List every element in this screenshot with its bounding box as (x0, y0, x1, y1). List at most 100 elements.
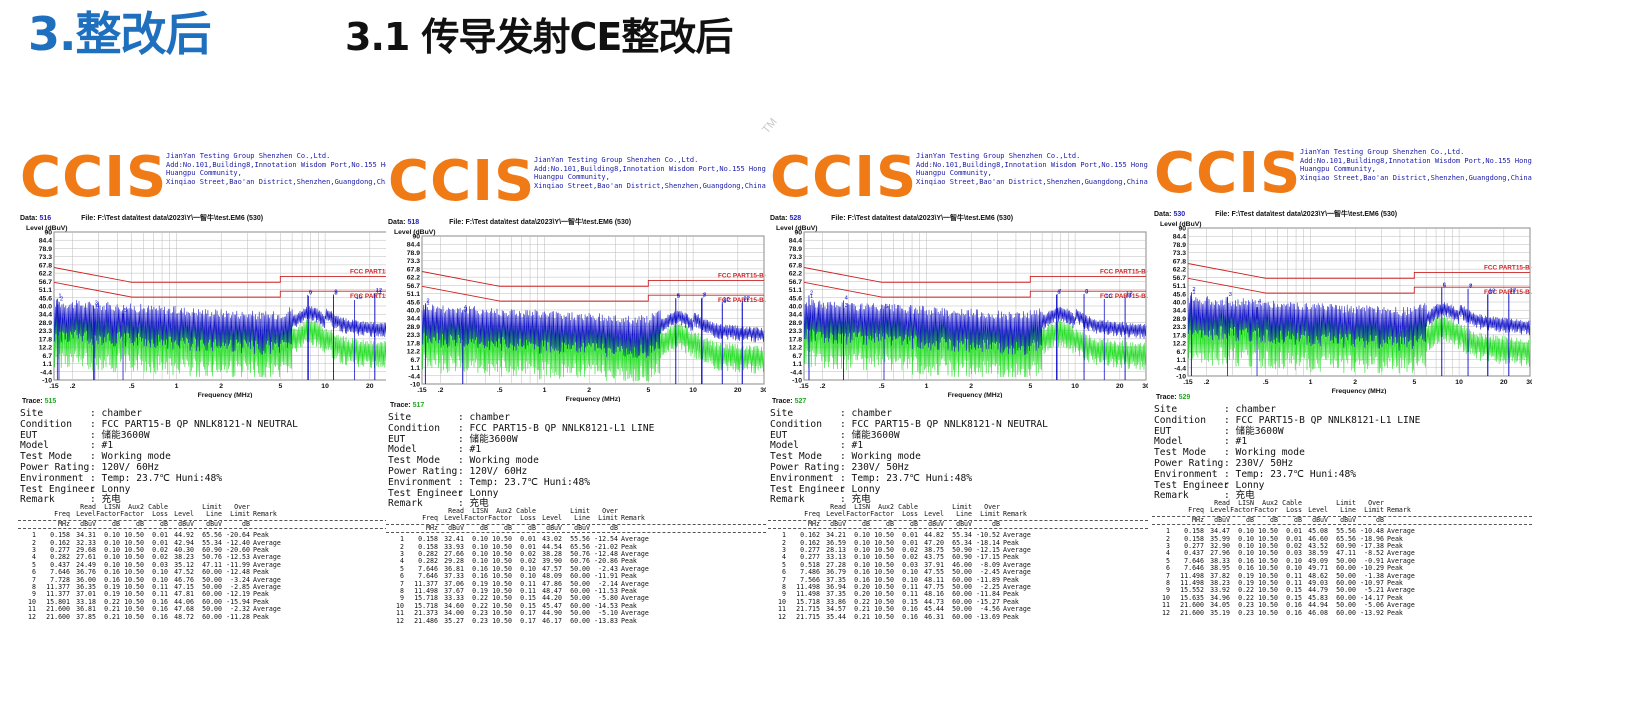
table-cell: -5.10 (598, 609, 618, 618)
table-cell: 39.90 (542, 557, 562, 566)
table-cell (386, 525, 404, 532)
table-cell: 48.62 (1308, 571, 1328, 580)
table-cell: Line (956, 510, 972, 519)
y-axis-label: Level (dBuV) (1160, 221, 1202, 228)
table-cell: 9 (400, 594, 404, 603)
qp-limit-line (421, 271, 764, 287)
file-info-line: Data: 516 File: F:\Test data\test data\20… (20, 213, 263, 223)
table-row: 11 21.715 34.57 0.21 10.50 0.16 45.44 50.00 -4.5… (768, 605, 1148, 614)
table-cell: 5 (782, 560, 786, 569)
info-value: : Working mode (90, 451, 171, 463)
x-tick-label: 1 (543, 387, 547, 394)
table-cell: 0.162 (800, 531, 820, 540)
y-tick-label: 40.0 (1173, 300, 1186, 307)
marker-number: 3 (464, 308, 467, 314)
info-key: EUT (1154, 425, 1172, 437)
table-cell: 34.05 (1210, 601, 1230, 610)
table-cell: 0.10 (902, 568, 918, 577)
average-trace-line (421, 317, 765, 382)
table-cell: 60.00 (1336, 564, 1356, 573)
emission-chart: 9084.478.973.367.862.256.751.145.640.034… (1160, 221, 1532, 394)
y-tick-label: 28.9 (1173, 316, 1186, 323)
table-cell: Remark (1003, 510, 1027, 519)
table-cell: 15.718 (796, 597, 820, 606)
table-cell: -2.25 (980, 583, 1000, 592)
table-cell: MHz (808, 519, 820, 528)
table-row: 6 7.646 36.76 0.16 10.50 0.10 47.52 60.00 -12.48… (18, 568, 398, 576)
table-cell: Peak (1003, 612, 1019, 621)
table-cell: 15.718 (414, 601, 438, 610)
info-row: Test Mode: Working mode (388, 455, 654, 467)
table-cell: 0.16 (1286, 608, 1302, 617)
y-tick-label: 78.9 (789, 246, 802, 253)
table-cell: -4.56 (980, 605, 1000, 614)
y-tick-label: 6.7 (411, 357, 421, 364)
table-cell: 37.01 (76, 590, 96, 599)
y-tick-label: 73.3 (39, 254, 52, 261)
table-cell: 10.50 (124, 560, 144, 569)
table-row: 4 0.282 29.28 0.10 10.50 0.02 39.90 60.76 -20.86… (386, 557, 766, 566)
x-tick-label: 5 (646, 387, 650, 394)
marker-number: 12 (1510, 288, 1516, 294)
table-cell: 0.11 (152, 583, 168, 592)
x-tick-label: 30 (1526, 379, 1532, 386)
table-cell: 35.12 (174, 560, 194, 569)
x-tick-label: 30 (760, 387, 766, 394)
table-cell: -12.53 (226, 553, 250, 562)
y-tick-label: 67.8 (407, 266, 420, 273)
table-cell: 7.646 (1184, 556, 1204, 565)
table-cell: Freq (1188, 506, 1204, 515)
table-cell: 48.11 (924, 575, 944, 584)
qp-limit-label: FCC PART15-B QP (718, 272, 766, 279)
y-tick-label: -10 (42, 378, 52, 385)
table-header: Freq Level Factor Factor Loss Level Line Limit R… (768, 510, 1148, 519)
table-row: 11 21.600 34.05 0.23 10.50 0.16 44.94 50.00 -5.0… (1152, 601, 1532, 610)
y-tick-label: 67.8 (39, 262, 52, 269)
table-cell: 0.10 (854, 531, 870, 540)
info-key: Site (388, 412, 412, 423)
table-cell: 0.10 (854, 546, 870, 555)
table-cell: 50.76 (570, 550, 590, 559)
info-row: Power Rating: 120V/ 60Hz (20, 462, 298, 474)
table-cell: 3 (1166, 542, 1170, 551)
table-cell: Peak (621, 572, 637, 581)
av-limit-line (421, 285, 764, 302)
table-cell (250, 521, 317, 528)
table-cell: Aux2 (128, 503, 144, 511)
table-cell: 36.59 (826, 538, 846, 547)
table-cell: 0.10 (472, 557, 488, 566)
table-header: Freq Level Factor Factor Loss Level Line Limit R… (386, 514, 766, 522)
marker-number: 7 (702, 293, 705, 299)
info-row: Condition: FCC PART15-B QP NNLK8121-N NE… (20, 419, 298, 431)
table-cell: 0.22 (472, 594, 488, 603)
marker-number: 10 (356, 295, 362, 301)
table-cell: 60.90 (952, 553, 972, 562)
x-axis-label: Frequency (MHz) (198, 392, 253, 398)
info-key: Remark (1154, 490, 1189, 502)
table-cell: 11.498 (1180, 571, 1204, 580)
info-value: : Working mode (840, 451, 921, 463)
table-cell: LISN (1238, 499, 1254, 507)
table-cell: -12.48 (594, 550, 618, 559)
y-tick-label: 23.3 (39, 328, 52, 335)
table-cell: Read (448, 507, 464, 515)
table-cell: 48.16 (924, 590, 944, 599)
table-cell: 49.09 (1308, 556, 1328, 565)
table-cell: 34.00 (444, 609, 464, 618)
table-cell: 0.10 (1286, 556, 1302, 565)
x-tick-label: 5 (1412, 379, 1416, 386)
x-tick-label: 2 (219, 383, 223, 390)
table-cell: 0.158 (418, 535, 438, 544)
table-cell: 33.33 (444, 594, 464, 603)
table-cell: Peak (253, 590, 269, 599)
trace-label: Trace: (22, 398, 45, 405)
table-cell: 44.06 (174, 597, 194, 606)
x-tick-label: .5 (1263, 379, 1269, 386)
table-cell: -1.38 (1364, 571, 1384, 580)
table-cell: 60.76 (570, 557, 590, 566)
table-cell: Level (76, 510, 96, 519)
table-row: 12 21.715 35.44 0.21 10.50 0.16 46.31 60.00 -13.… (768, 612, 1148, 621)
info-value: : Lonny (1224, 479, 1265, 491)
marker-number: 9 (1489, 290, 1492, 296)
table-cell: 10.50 (492, 594, 512, 603)
